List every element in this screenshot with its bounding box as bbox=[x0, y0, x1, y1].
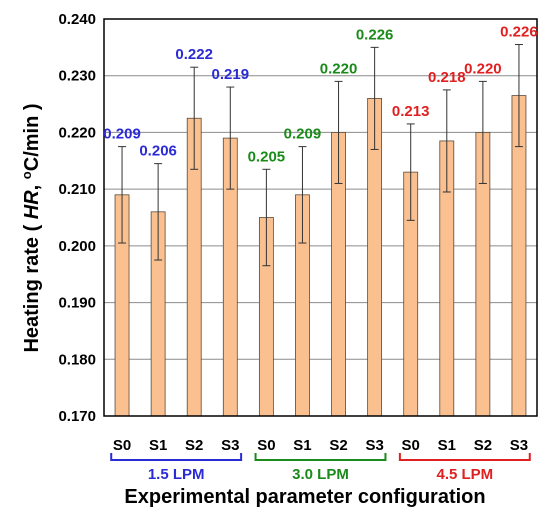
y-tick-labels: 0.170 0.180 0.190 0.200 0.210 0.220 0.230 0.240 bbox=[58, 11, 96, 425]
bracket-line bbox=[398, 453, 531, 461]
error-bar bbox=[190, 66, 199, 170]
error-bar bbox=[226, 86, 235, 190]
x-tick-label: S0 bbox=[257, 437, 275, 454]
value-label: 0.205 bbox=[248, 148, 286, 165]
group-label: 4.5 LPM bbox=[436, 466, 493, 483]
x-tick-label: S1 bbox=[293, 437, 311, 454]
group-label: 1.5 LPM bbox=[148, 466, 205, 483]
x-tick-label: S2 bbox=[185, 437, 203, 454]
bracket-line bbox=[254, 453, 387, 461]
x-tick-label: S0 bbox=[402, 437, 420, 454]
y-tick-label: 0.190 bbox=[58, 295, 96, 312]
value-label: 0.213 bbox=[392, 103, 430, 120]
value-label: 0.206 bbox=[139, 143, 177, 160]
error-bar bbox=[118, 146, 127, 244]
value-label: 0.218 bbox=[428, 69, 466, 86]
plot-frame bbox=[103, 18, 538, 417]
grid-lines bbox=[104, 18, 537, 417]
value-label: 0.209 bbox=[284, 126, 322, 143]
error-bar bbox=[406, 123, 415, 221]
error-bar bbox=[334, 80, 343, 184]
bracket-line bbox=[110, 453, 243, 461]
value-label: 0.209 bbox=[103, 126, 141, 143]
y-tick-label: 0.170 bbox=[58, 408, 96, 425]
value-label: 0.222 bbox=[175, 46, 213, 63]
error-bar bbox=[478, 80, 487, 184]
x-tick-label: S3 bbox=[221, 437, 239, 454]
x-tick-label: S3 bbox=[365, 437, 383, 454]
value-labels: 0.2090.2060.2220.2190.2050.2090.2200.226… bbox=[103, 24, 537, 166]
group-label: 3.0 LPM bbox=[292, 466, 349, 483]
y-axis-label: Heating rate ( HR, oC/min ) bbox=[19, 103, 43, 352]
error-bar bbox=[370, 46, 379, 150]
value-label: 0.220 bbox=[320, 60, 358, 77]
y-tick-label: 0.230 bbox=[58, 68, 96, 85]
group-bracket: 4.5 LPM bbox=[398, 453, 531, 483]
error-bar bbox=[442, 89, 451, 193]
x-tick-label: S1 bbox=[438, 437, 456, 454]
value-label: 0.226 bbox=[500, 24, 538, 41]
x-tick-label: S1 bbox=[149, 437, 167, 454]
value-label: 0.219 bbox=[212, 66, 250, 83]
y-tick-label: 0.220 bbox=[58, 124, 96, 141]
error-bar bbox=[262, 168, 271, 267]
x-tick-label: S2 bbox=[474, 437, 492, 454]
error-bar bbox=[514, 44, 523, 148]
group-bracket: 1.5 LPM bbox=[110, 453, 243, 483]
x-tick-label: S2 bbox=[329, 437, 347, 454]
x-tick-label: S0 bbox=[113, 437, 131, 454]
error-bars bbox=[118, 44, 523, 267]
error-bar bbox=[298, 146, 307, 244]
value-label: 0.220 bbox=[464, 60, 502, 77]
value-label: 0.226 bbox=[356, 26, 394, 43]
x-tick-label: S3 bbox=[510, 437, 528, 454]
x-axis-label: Experimental parameter configuration bbox=[124, 486, 485, 508]
group-bracket: 3.0 LPM bbox=[254, 453, 387, 483]
y-tick-label: 0.180 bbox=[58, 351, 96, 368]
error-bar bbox=[154, 163, 163, 261]
x-tick-labels: S0 S1 S2 S3 S0 S1 S2 S3 S0 S1 S2 S3 bbox=[113, 437, 528, 454]
y-tick-label: 0.210 bbox=[58, 181, 96, 198]
y-tick-label: 0.240 bbox=[58, 11, 96, 28]
group-brackets: 1.5 LPM 3.0 LPM 4.5 LPM bbox=[110, 453, 531, 483]
y-tick-label: 0.200 bbox=[58, 238, 96, 255]
